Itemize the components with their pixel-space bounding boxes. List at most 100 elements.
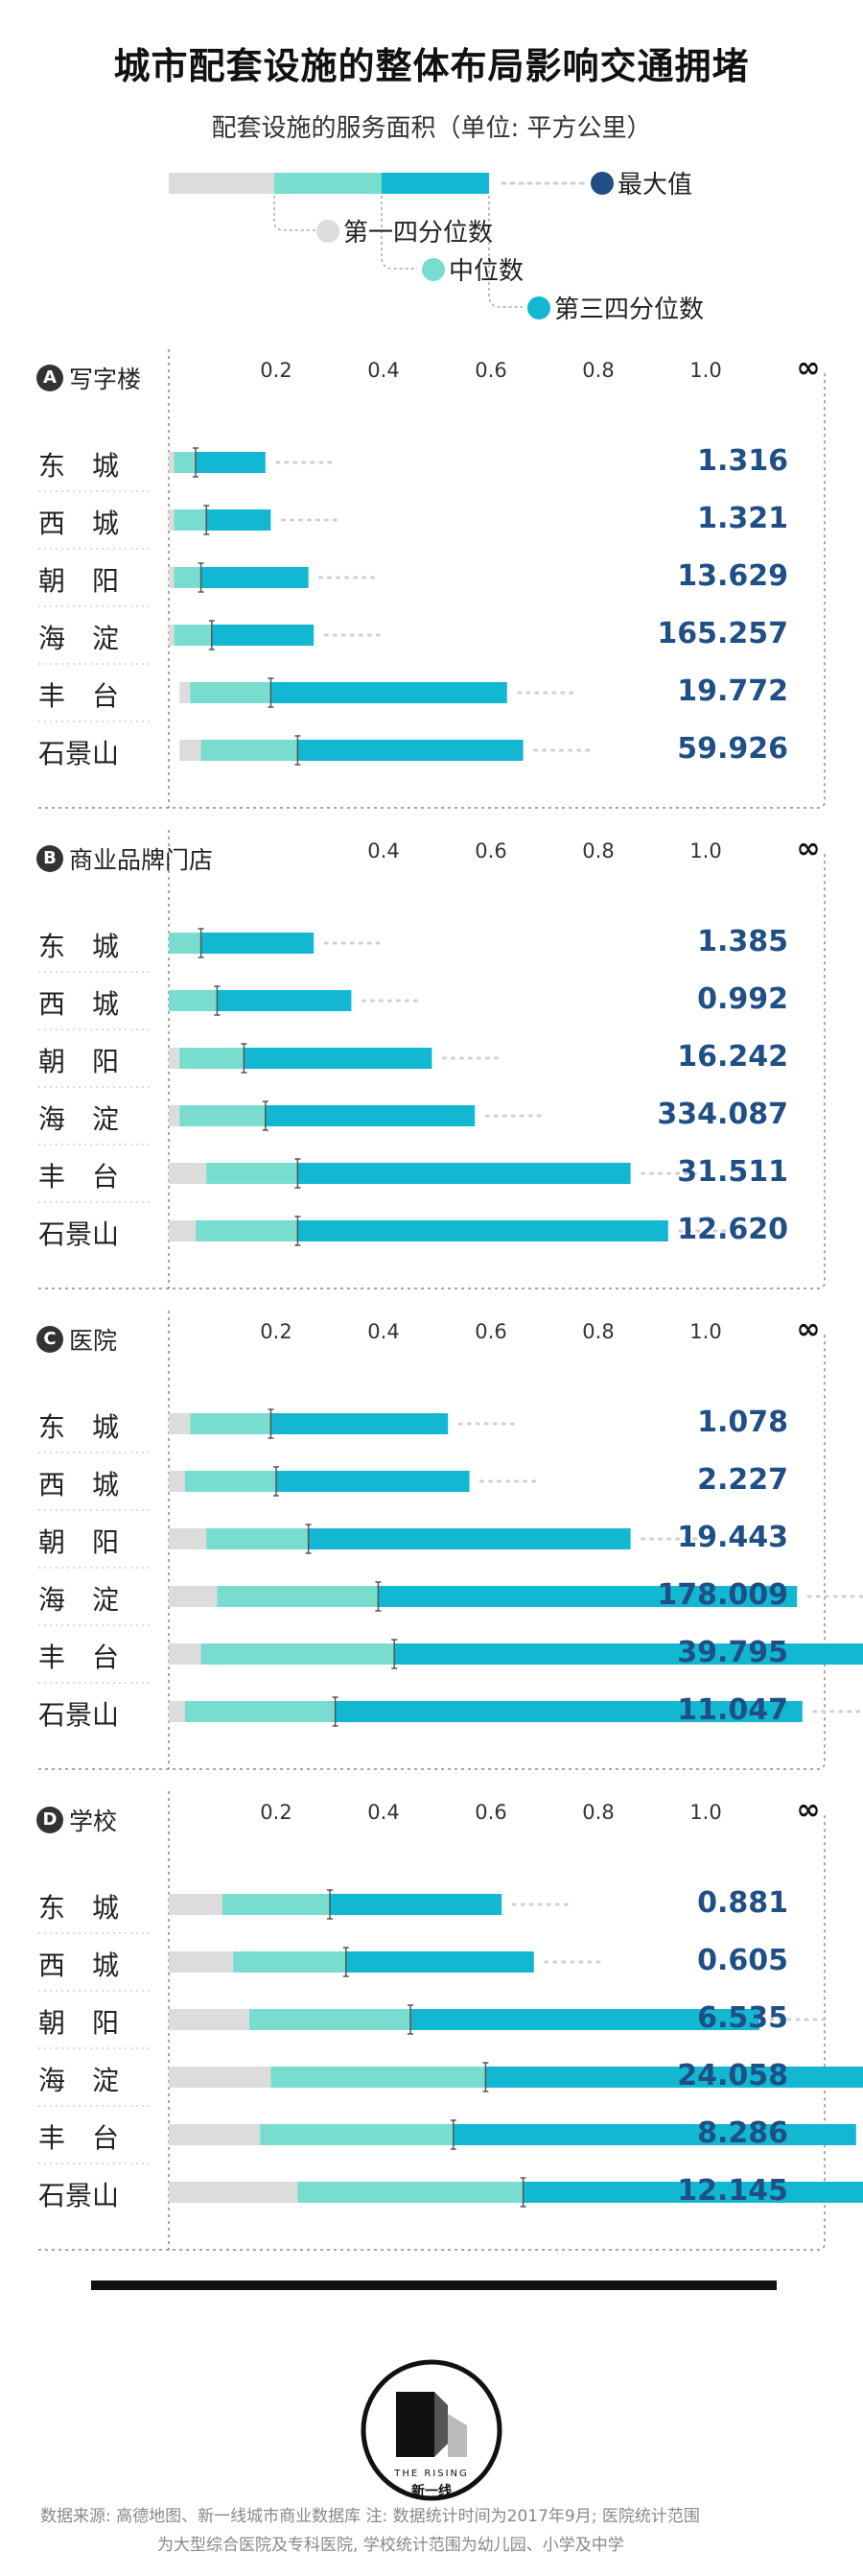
district-label: 朝 阳 <box>38 565 120 597</box>
tick-label: 0.8 <box>582 1801 615 1824</box>
bar-median-q3 <box>308 1528 631 1549</box>
bar-q1-median <box>270 2067 486 2088</box>
bar-q1-median <box>249 2009 410 2030</box>
max-value-label: 165.257 <box>657 617 788 650</box>
bar-median-q3 <box>378 1586 798 1607</box>
bar-q1-median <box>184 1471 276 1492</box>
bar-min-q1 <box>169 1220 196 1241</box>
tick-label: 0.6 <box>475 1320 507 1343</box>
district-label: 海 淀 <box>38 623 120 654</box>
district-label: 丰 台 <box>38 2122 120 2154</box>
section-frame <box>38 1332 826 1770</box>
bar-q1-median <box>174 567 201 588</box>
max-value-label: 8.286 <box>697 2116 788 2150</box>
legend-subtitle: 配套设施的服务面积（单位: 平方公里） <box>211 114 652 143</box>
district-label: 丰 台 <box>38 680 120 712</box>
tick-label: 0.6 <box>475 1801 507 1824</box>
bar-median-q3 <box>335 1701 803 1722</box>
bar-q1-median <box>196 1220 298 1241</box>
bar-q1-median <box>169 933 201 954</box>
max-value-label: 0.992 <box>697 982 788 1016</box>
logo-icon <box>361 2359 502 2501</box>
tick-label: 1.0 <box>689 359 722 382</box>
tick-label: 0.8 <box>582 839 615 863</box>
section-badge: A <box>36 365 63 391</box>
logo-text-cn: 新一线 <box>411 2484 452 2499</box>
max-value-label: 13.629 <box>677 559 788 593</box>
legend-q3-label: 第三四分位数 <box>554 295 705 324</box>
section-title: 学校 <box>69 1808 118 1835</box>
legend-q3-dot <box>527 296 550 319</box>
bar-min-q1 <box>169 1048 180 1069</box>
source-line-1: 数据来源: 高德地图、新一线城市商业数据库 注: 数据统计时间为2017年9月;… <box>40 2507 700 2526</box>
footer-divider <box>91 2281 777 2290</box>
bar-q1-median <box>206 1528 309 1549</box>
district-label: 海 淀 <box>38 2065 120 2096</box>
max-value-label: 12.620 <box>677 1213 788 1246</box>
max-value-label: 1.385 <box>697 925 788 958</box>
bar-median-q3 <box>523 2182 863 2203</box>
legend-q1-connector <box>273 196 316 231</box>
bar-q1-median <box>206 1163 298 1184</box>
section-badge: D <box>36 1807 63 1833</box>
source-note: 数据来源: 高德地图、新一线城市商业数据库 注: 数据统计时间为2017年9月;… <box>38 2502 834 2560</box>
district-label: 东 城 <box>38 450 120 482</box>
legend-bar-cyan <box>382 173 489 194</box>
tick-label: 0.2 <box>260 1320 292 1343</box>
legend-max-label: 最大值 <box>618 171 693 200</box>
bar-median-q3 <box>196 452 266 473</box>
max-value-label: 39.795 <box>677 1636 788 1669</box>
legend-median-connector <box>381 196 417 270</box>
bar-q1-median <box>184 1701 336 1722</box>
bar-min-q1 <box>179 740 201 761</box>
bar-q1-median <box>174 509 207 531</box>
bar-median-q3 <box>206 509 271 531</box>
max-value-label: 0.605 <box>697 1944 788 1977</box>
district-label: 东 城 <box>38 1892 120 1924</box>
bar-median-q3 <box>394 1643 863 1665</box>
tick-label-infinity: ∞ <box>796 351 821 385</box>
section-frame <box>38 851 826 1289</box>
bar-q1-median <box>200 740 298 761</box>
legend-max-dot <box>591 172 614 195</box>
bar-median-q3 <box>453 2124 856 2145</box>
max-value-label: 1.078 <box>697 1406 788 1439</box>
district-label: 东 城 <box>38 931 120 962</box>
bar-median-q3 <box>200 567 309 588</box>
tick-label: 0.8 <box>582 359 615 382</box>
bar-q1-median <box>200 1643 395 1665</box>
section-frame <box>38 370 826 809</box>
bar-q1-median <box>174 452 196 473</box>
legend-bar-teal <box>274 173 382 194</box>
bar-q1-median <box>179 1105 266 1126</box>
tick-label: 0.6 <box>475 839 507 863</box>
section-label: A 写字楼 <box>36 361 141 395</box>
tick-label-infinity: ∞ <box>796 1312 821 1346</box>
bar-median-q3 <box>265 1105 476 1126</box>
bar-min-q1 <box>169 1643 201 1665</box>
bar-min-q1 <box>179 682 191 703</box>
legend-q3-connector <box>488 196 523 308</box>
bar-median-q3 <box>485 2067 863 2088</box>
tick-label: 0.2 <box>260 359 292 382</box>
tick-label: 1.0 <box>689 1801 722 1824</box>
max-value-label: 16.242 <box>677 1040 788 1074</box>
district-label: 朝 阳 <box>38 1046 120 1077</box>
bar-min-q1 <box>169 1105 180 1126</box>
bar-min-q1 <box>169 2182 298 2203</box>
district-label: 丰 台 <box>38 1642 120 1673</box>
bar-q1-median <box>169 990 218 1011</box>
district-label: 朝 阳 <box>38 1526 120 1558</box>
bar-median-q3 <box>211 625 315 646</box>
bar-min-q1 <box>169 625 175 646</box>
legend-median-dot <box>422 258 445 281</box>
district-label: 石景山 <box>38 1699 120 1731</box>
bar-median-q3 <box>330 1894 502 1915</box>
legend-graphic <box>169 172 614 319</box>
bar-min-q1 <box>169 2067 271 2088</box>
bar-median-q3 <box>297 1220 668 1241</box>
bar-median-q3 <box>244 1048 432 1069</box>
bar-min-q1 <box>169 567 175 588</box>
